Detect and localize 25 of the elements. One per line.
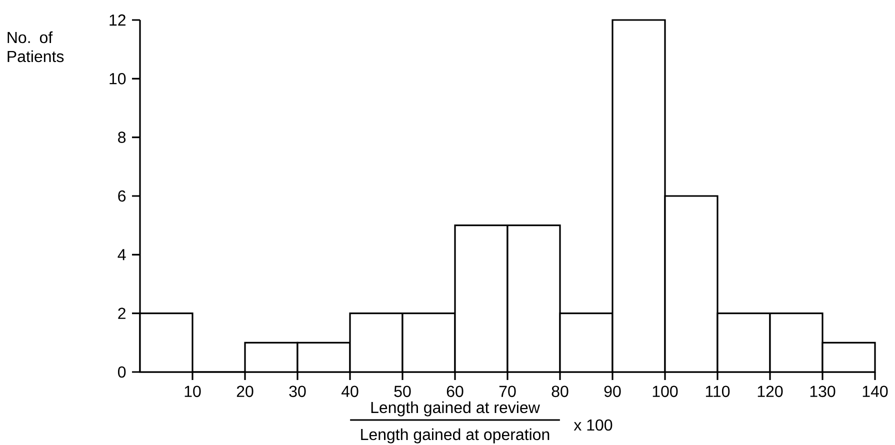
- x-tick-label: 140: [862, 386, 888, 398]
- x-tick-label: 70: [499, 386, 516, 398]
- y-tick-label: 8: [118, 132, 126, 143]
- x-tick-label: 60: [446, 386, 464, 398]
- x-tick-label: 130: [810, 386, 836, 398]
- x-tick-label: 40: [341, 386, 358, 398]
- x-tick-label: 20: [236, 386, 254, 398]
- x-tick-label: 120: [758, 386, 783, 398]
- x-tick-label: 90: [604, 386, 621, 398]
- y-tick-label: 0: [118, 366, 126, 378]
- y-tick-label: 10: [110, 73, 126, 84]
- x-tick-label: 80: [552, 386, 568, 398]
- x-tick-label: 10: [184, 386, 201, 398]
- x-axis-title: Length gained at review: [371, 401, 540, 416]
- x-tick-label: 100: [652, 386, 678, 398]
- y-tick-label: 4: [118, 249, 126, 260]
- text: Length gained at operation: [361, 428, 550, 444]
- text: x 100: [574, 419, 612, 431]
- x-tick-label: 30: [289, 386, 306, 398]
- y-tick-label: 6: [118, 190, 126, 202]
- x-tick-label: 110: [706, 386, 730, 398]
- y-axis-title: No. of Patients: [8, 31, 64, 62]
- y-tick-label: 2: [118, 308, 126, 319]
- x-tick-label: 50: [394, 386, 411, 398]
- y-tick-label: 12: [110, 14, 126, 26]
